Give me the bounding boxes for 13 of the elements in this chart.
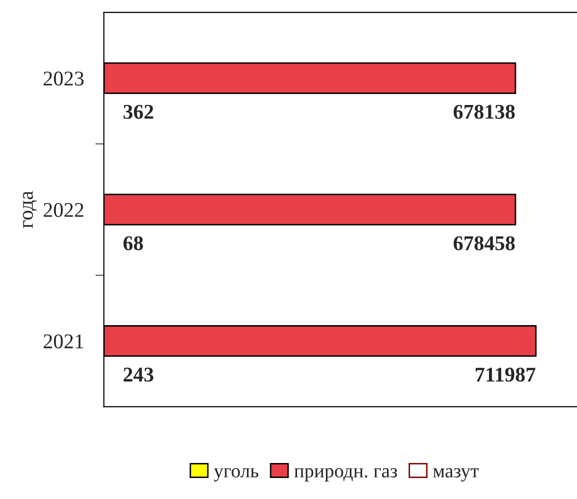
data-label: 711987 bbox=[476, 368, 536, 382]
legend-label: мазут bbox=[433, 468, 479, 482]
y-tick-label: 2021 bbox=[44, 334, 84, 348]
y-tick-label: 2022 bbox=[44, 202, 84, 218]
data-label: 678458 bbox=[454, 236, 515, 250]
y-axis-title: года bbox=[22, 191, 37, 228]
y-tick-label: 2023 bbox=[44, 72, 84, 86]
data-label: 678138 bbox=[454, 104, 515, 119]
legend-label: уголь bbox=[214, 468, 258, 482]
data-label: 362 bbox=[124, 104, 154, 119]
legend-label: природн. газ bbox=[294, 468, 398, 482]
data-label: 243 bbox=[124, 368, 154, 382]
data-label: 68 bbox=[124, 236, 143, 250]
